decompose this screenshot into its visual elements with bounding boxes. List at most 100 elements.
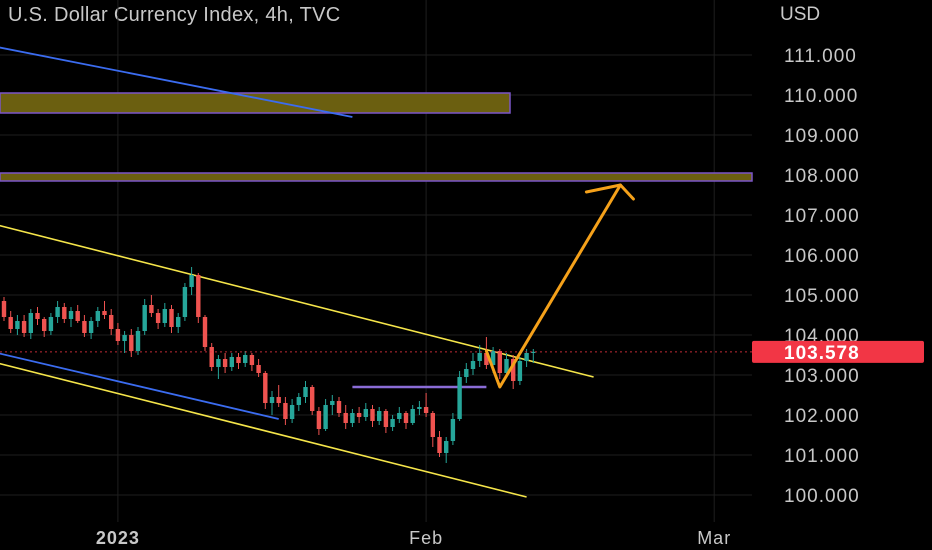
zones <box>0 92 753 182</box>
candle[interactable] <box>82 321 87 333</box>
candle[interactable] <box>511 359 516 381</box>
candle[interactable] <box>162 309 167 323</box>
candle[interactable] <box>444 441 449 453</box>
candle[interactable] <box>55 307 60 317</box>
candle[interactable] <box>296 397 301 405</box>
candle[interactable] <box>176 317 181 327</box>
candle[interactable] <box>504 359 509 373</box>
candle[interactable] <box>403 413 409 423</box>
candle[interactable] <box>155 313 161 323</box>
candle[interactable] <box>490 351 496 365</box>
resistance-zone <box>0 92 511 114</box>
candle[interactable] <box>470 361 476 369</box>
candle[interactable] <box>497 351 502 373</box>
y-tick-label: 106.000 <box>784 246 860 267</box>
candle[interactable] <box>142 305 147 331</box>
candle[interactable] <box>209 347 214 367</box>
candles[interactable] <box>1 267 536 463</box>
candle[interactable] <box>21 321 27 333</box>
candle[interactable] <box>263 373 268 403</box>
candle[interactable] <box>95 311 100 321</box>
candle[interactable] <box>8 317 13 329</box>
candle[interactable] <box>216 359 221 367</box>
trendline-lower <box>0 352 279 420</box>
candle[interactable] <box>102 311 107 315</box>
candle[interactable] <box>68 311 74 319</box>
candle[interactable] <box>464 369 469 377</box>
candle[interactable] <box>310 387 315 411</box>
candle[interactable] <box>363 409 368 417</box>
candle[interactable] <box>377 411 382 421</box>
candle[interactable] <box>303 387 308 397</box>
arrow-head <box>584 183 635 201</box>
candle[interactable] <box>135 331 141 351</box>
candle[interactable] <box>524 353 529 361</box>
candle[interactable] <box>229 357 234 367</box>
candle[interactable] <box>249 355 255 365</box>
candle[interactable] <box>88 321 94 333</box>
candle[interactable] <box>62 307 67 319</box>
candle[interactable] <box>222 359 228 367</box>
candle[interactable] <box>397 413 402 419</box>
candle[interactable] <box>477 353 482 361</box>
drawing-lines <box>0 46 594 498</box>
candle[interactable] <box>356 413 362 417</box>
candle[interactable] <box>1 301 7 317</box>
grid <box>0 0 752 522</box>
candle[interactable] <box>343 413 348 423</box>
channel-upper-line <box>0 224 594 378</box>
candle[interactable] <box>283 403 288 419</box>
price-badge <box>752 340 924 363</box>
candle[interactable] <box>149 305 154 313</box>
candle[interactable] <box>169 309 174 327</box>
candle[interactable] <box>417 407 422 409</box>
candle[interactable] <box>457 377 462 419</box>
candle[interactable] <box>48 317 54 331</box>
y-tick-label: 103.000 <box>784 366 860 387</box>
candle[interactable] <box>330 401 335 405</box>
candle[interactable] <box>531 351 536 353</box>
candle[interactable] <box>243 355 248 363</box>
candle[interactable] <box>289 405 295 419</box>
candle[interactable] <box>410 409 415 423</box>
candle[interactable] <box>196 275 201 317</box>
candle[interactable] <box>109 315 114 329</box>
y-tick-label: 111.000 <box>784 46 857 67</box>
candle[interactable] <box>28 313 33 333</box>
candle[interactable] <box>236 357 241 363</box>
candle[interactable] <box>75 311 80 321</box>
candle[interactable] <box>423 407 429 413</box>
candle[interactable] <box>182 287 188 317</box>
candle[interactable] <box>115 329 121 341</box>
candle[interactable] <box>323 405 328 429</box>
candle[interactable] <box>430 413 435 437</box>
candle[interactable] <box>35 313 40 319</box>
candle[interactable] <box>42 319 47 331</box>
y-axis: 111.000 110.000 109.000 108.000 107.000 106.0… <box>752 46 924 507</box>
candle[interactable] <box>517 361 523 381</box>
candle[interactable] <box>189 275 194 287</box>
candle[interactable] <box>15 321 20 329</box>
candle[interactable] <box>122 335 127 341</box>
candle[interactable] <box>316 411 322 429</box>
candle[interactable] <box>390 419 395 427</box>
candle[interactable] <box>269 397 275 403</box>
candle[interactable] <box>437 437 442 453</box>
y-tick-label: 109.000 <box>784 126 860 147</box>
candle[interactable] <box>129 335 134 351</box>
candle[interactable] <box>484 353 489 365</box>
candle[interactable] <box>383 411 389 427</box>
y-tick-label: 105.000 <box>784 286 860 307</box>
resistance-zone <box>0 172 753 182</box>
candle[interactable] <box>450 419 456 441</box>
y-tick-label: 108.000 <box>784 166 860 187</box>
candle[interactable] <box>350 413 355 423</box>
y-tick-label: 107.000 <box>784 206 860 227</box>
candle[interactable] <box>202 317 208 347</box>
candle[interactable] <box>336 401 342 413</box>
candle[interactable] <box>370 409 375 421</box>
candle[interactable] <box>276 397 281 403</box>
candle[interactable] <box>256 365 261 373</box>
projection-arrow <box>484 183 622 389</box>
